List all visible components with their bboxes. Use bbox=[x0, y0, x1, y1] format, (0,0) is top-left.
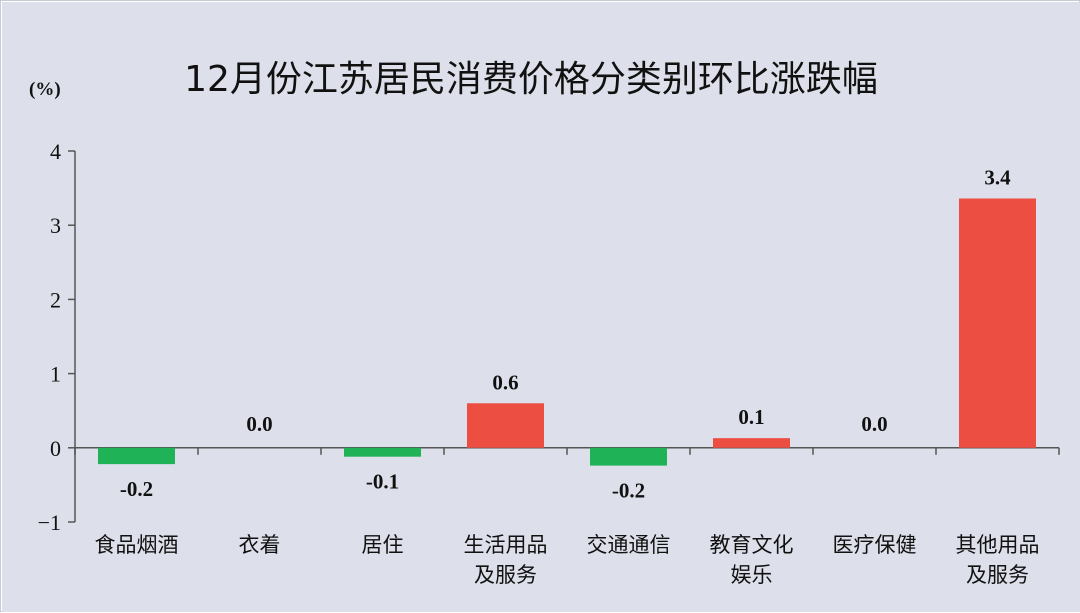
bar bbox=[590, 447, 667, 466]
data-label: -0.2 bbox=[612, 479, 645, 503]
y-tick-label: 4 bbox=[50, 139, 61, 164]
data-label: 0.0 bbox=[861, 412, 887, 436]
bar bbox=[344, 447, 421, 457]
y-tick-label: −1 bbox=[38, 510, 61, 535]
category-label: 食品烟酒 bbox=[95, 533, 179, 557]
bar bbox=[467, 403, 544, 448]
y-tick-label: 0 bbox=[50, 436, 61, 461]
chart-title: 12月份江苏居民消费价格分类别环比涨跌幅 bbox=[184, 59, 878, 100]
category-label: 其他用品 bbox=[956, 533, 1040, 557]
category-label: 生活用品 bbox=[464, 533, 548, 557]
bar bbox=[713, 438, 790, 448]
data-label: 3.4 bbox=[984, 165, 1011, 189]
y-tick-label: 2 bbox=[50, 287, 61, 312]
category-label: 教育文化 bbox=[710, 533, 794, 557]
y-tick-label: 3 bbox=[50, 213, 61, 238]
category-label: 娱乐 bbox=[731, 563, 773, 587]
data-label: 0.6 bbox=[492, 370, 518, 394]
y-tick-label: 1 bbox=[50, 362, 61, 387]
y-axis-unit-label: (%) bbox=[29, 79, 61, 100]
category-label: 居住 bbox=[362, 533, 404, 557]
category-label: 医疗保健 bbox=[833, 533, 917, 557]
category-label: 交通通信 bbox=[587, 533, 671, 557]
category-label: 衣着 bbox=[239, 533, 281, 557]
bar bbox=[98, 447, 175, 465]
category-label: 及服务 bbox=[966, 563, 1029, 587]
data-label: -0.2 bbox=[120, 477, 153, 501]
data-label: 0.0 bbox=[246, 412, 272, 436]
data-label: 0.1 bbox=[738, 405, 764, 429]
data-label: -0.1 bbox=[366, 470, 399, 494]
category-label: 及服务 bbox=[474, 563, 537, 587]
bar bbox=[959, 198, 1036, 448]
